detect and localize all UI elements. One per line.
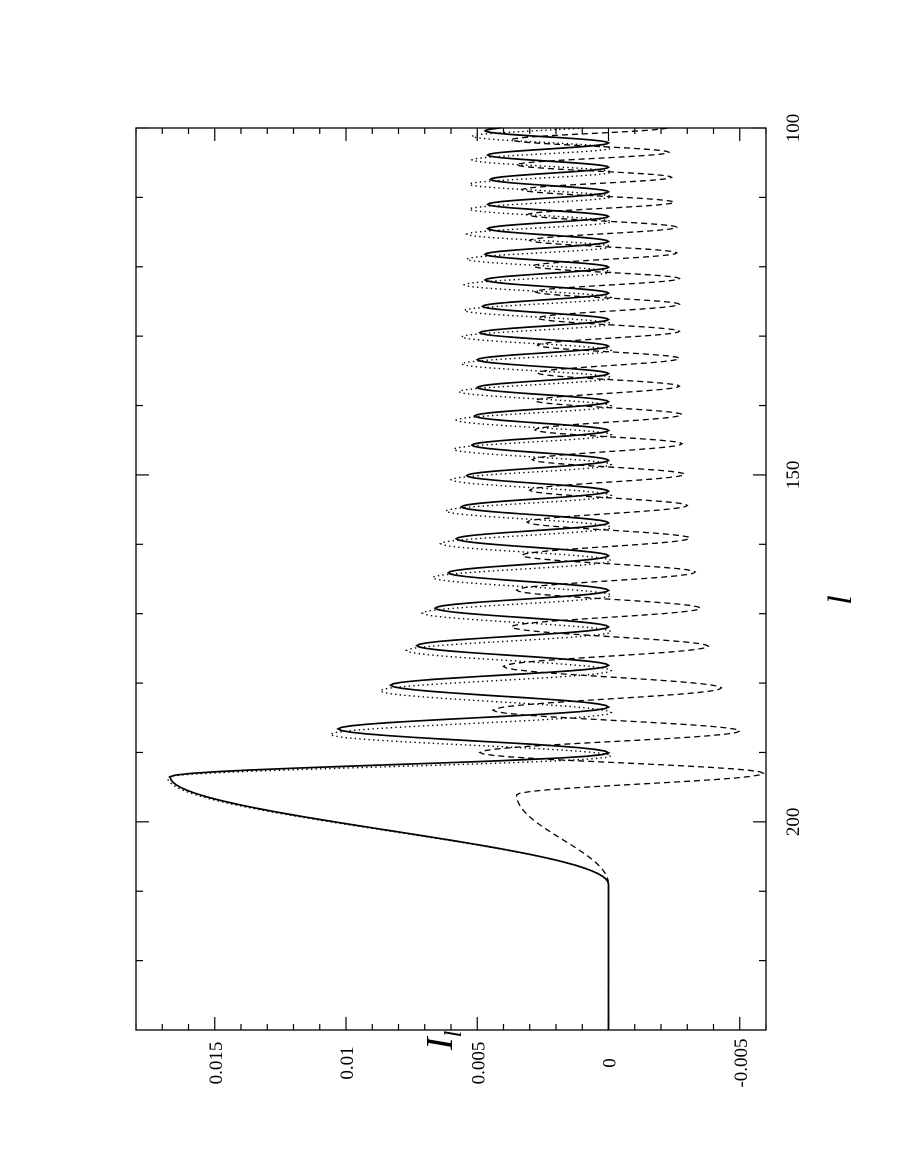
y-tick-label: 0.015 (206, 1042, 227, 1085)
y-tick-label: 0.005 (468, 1042, 489, 1085)
x-tick-label: 200 (783, 808, 804, 837)
tick-labels: 100 150 200 -0.005 0 0.005 0.01 0.015 (206, 114, 804, 1088)
y-axis-label-subscript: l (441, 1030, 467, 1037)
y-axis-label-main: I (419, 1035, 461, 1051)
y-tick-label: 0 (600, 1058, 621, 1068)
y-tick-label: -0.005 (731, 1038, 752, 1087)
x-tick-label: 100 (783, 114, 804, 143)
solid-series-line (169, 127, 611, 1030)
dashed-series-line (478, 127, 765, 1030)
y-axis-label: Il (419, 1030, 467, 1051)
curves (166, 127, 765, 1030)
x-tick-label: 150 (783, 461, 804, 490)
ticks (135, 127, 767, 1030)
dotted-series-line (166, 127, 614, 1030)
y-tick-label: 0.01 (337, 1046, 358, 1079)
x-axis-label: l (822, 595, 859, 604)
plot-frame (135, 127, 767, 1031)
